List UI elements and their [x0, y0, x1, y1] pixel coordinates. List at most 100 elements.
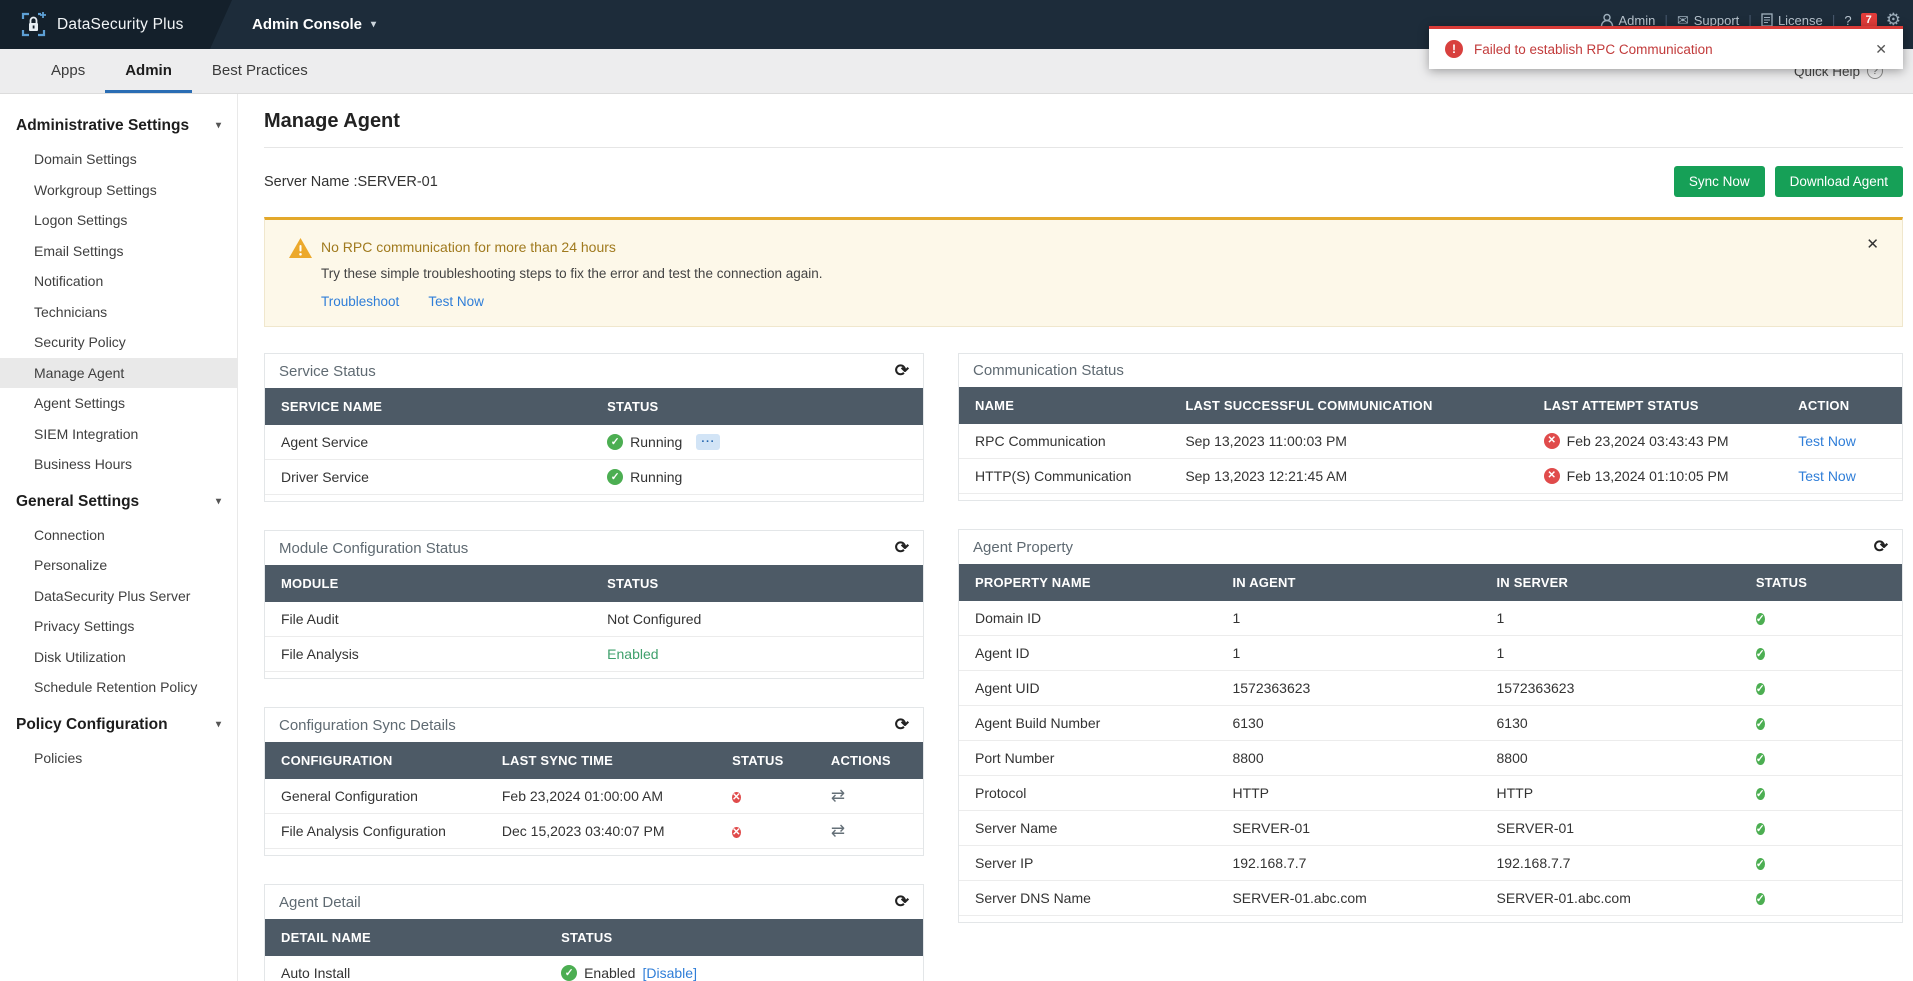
table-header: NAME LAST SUCCESSFUL COMMUNICATION LAST …	[959, 387, 1902, 424]
console-switcher[interactable]: Admin Console ▾	[252, 0, 376, 49]
sidebar-item-security-policy[interactable]: Security Policy	[34, 334, 126, 350]
table-header: SERVICE NAME STATUS	[265, 388, 923, 425]
table-row: File Analysis Configuration Dec 15,2023 …	[265, 814, 923, 849]
sidebar-item-technicians[interactable]: Technicians	[34, 303, 108, 320]
refresh-icon[interactable]: ⟳	[894, 892, 909, 911]
server-name-value: SERVER-01	[357, 173, 438, 190]
sidebar-item-schedule-retention-policy[interactable]: Schedule Retention Policy	[34, 679, 198, 695]
sidebar-item-domain-settings[interactable]: Domain Settings	[34, 151, 137, 167]
rpc-warning-banner: No RPC communication for more than 24 ho…	[264, 217, 1903, 327]
communication-status-card: Communication Status NAME LAST SUCCESSFU…	[958, 353, 1903, 501]
check-icon: ✓	[1755, 718, 1765, 730]
table-row: HTTP(S) Communication Sep 13,2023 12:21:…	[959, 459, 1902, 494]
banner-test-now-link[interactable]: Test Now	[428, 294, 484, 309]
question-icon: ?	[1844, 12, 1852, 28]
refresh-icon[interactable]: ⟳	[1873, 537, 1888, 556]
sidebar-item-policies[interactable]: Policies	[34, 749, 83, 766]
table-row: Agent Service ✓ Running ···	[265, 425, 923, 460]
disable-link[interactable]: [Disable]	[642, 965, 697, 981]
check-icon: ✓	[561, 965, 578, 981]
sidebar-item-privacy-settings[interactable]: Privacy Settings	[34, 618, 135, 634]
sync-arrows-icon[interactable]: ⇄	[830, 786, 846, 805]
more-actions-button[interactable]: ···	[696, 434, 721, 450]
table-row: Protocol HTTP HTTP ✓	[959, 776, 1902, 811]
cross-icon: ✕	[732, 826, 741, 838]
sidebar-item-personalize[interactable]: Personalize	[34, 557, 108, 573]
sidebar-item-agent-settings[interactable]: Agent Settings	[34, 395, 126, 411]
license-icon	[1761, 13, 1773, 27]
card-title: Service Status	[279, 362, 376, 380]
tab-best-practices[interactable]: Best Practices	[211, 62, 308, 79]
check-icon: ✓	[1755, 893, 1765, 905]
product-name: DataSecurity Plus	[57, 15, 184, 33]
table-row: RPC Communication Sep 13,2023 11:00:03 P…	[959, 424, 1902, 459]
cross-icon: ✕	[1543, 433, 1560, 449]
header-admin-link[interactable]: Admin	[1600, 13, 1655, 28]
table-header: CONFIGURATION LAST SYNC TIME STATUS ACTI…	[265, 742, 923, 779]
test-now-link[interactable]: Test Now	[1798, 433, 1856, 449]
table-row: General Configuration Feb 23,2024 01:00:…	[265, 779, 923, 814]
table-header: MODULE STATUS	[265, 565, 923, 602]
page-title: Manage Agent	[264, 110, 1903, 148]
sidebar-item-business-hours[interactable]: Business Hours	[34, 456, 133, 472]
product-logo-block: DataSecurity Plus	[0, 0, 232, 49]
sync-now-button[interactable]: Sync Now	[1673, 166, 1765, 197]
error-icon: !	[1445, 40, 1463, 58]
check-icon: ✓	[1755, 648, 1765, 660]
troubleshoot-link[interactable]: Troubleshoot	[321, 294, 400, 309]
sidebar-section-general-settings[interactable]: General Settings ▾	[16, 492, 221, 510]
agent-property-card: Agent Property ⟳ PROPERTY NAME IN AGENT …	[958, 529, 1903, 923]
table-row: Domain ID 1 1 ✓	[959, 601, 1902, 636]
table-row: Server IP 192.168.7.7 192.168.7.7 ✓	[959, 846, 1902, 881]
table-row: Agent ID 1 1 ✓	[959, 636, 1902, 671]
sidebar-item-siem-integration[interactable]: SIEM Integration	[34, 425, 139, 442]
sidebar-item-workgroup-settings[interactable]: Workgroup Settings	[34, 181, 157, 198]
table-row: Agent Build Number 6130 6130 ✓	[959, 706, 1902, 741]
table-row: Driver Service ✓ Running	[265, 460, 923, 495]
chevron-down-icon: ▾	[215, 718, 221, 730]
banner-title: No RPC communication for more than 24 ho…	[321, 239, 616, 255]
header-help-link[interactable]: ?	[1844, 13, 1851, 28]
sidebar-item-manage-agent[interactable]: Manage Agent	[0, 357, 237, 388]
card-title: Configuration Sync Details	[279, 716, 456, 734]
toast-close-icon[interactable]: ✕	[1875, 40, 1887, 57]
download-agent-button[interactable]: Download Agent	[1774, 166, 1903, 197]
gear-icon[interactable]: ⚙	[1885, 10, 1901, 29]
server-meta-row: Server Name :SERVER-01 Sync Now Download…	[264, 166, 1903, 197]
banner-close-icon[interactable]: ✕	[1866, 236, 1879, 253]
card-title: Module Configuration Status	[279, 539, 469, 557]
sidebar-item-logon-settings[interactable]: Logon Settings	[34, 212, 128, 228]
sidebar-section-policy-configuration[interactable]: Policy Configuration ▾	[16, 715, 221, 733]
toast-message: Failed to establish RPC Communication	[1474, 41, 1713, 57]
header-support-link[interactable]: ✉ Support	[1677, 11, 1740, 28]
table-row: Auto Install ✓ Enabled [Disable]	[265, 956, 923, 981]
refresh-icon[interactable]: ⟳	[894, 538, 909, 557]
cross-icon: ✕	[732, 791, 741, 803]
table-row: File Audit Not Configured	[265, 602, 923, 637]
check-icon: ✓	[1755, 753, 1765, 765]
configuration-sync-card: Configuration Sync Details ⟳ CONFIGURATI…	[264, 707, 924, 856]
table-row: Server DNS Name SERVER-01.abc.com SERVER…	[959, 881, 1902, 916]
header-license-link[interactable]: License	[1761, 13, 1823, 28]
card-title: Communication Status	[973, 362, 1124, 379]
check-icon: ✓	[607, 434, 624, 450]
check-icon: ✓	[1755, 683, 1765, 695]
table-row: Port Number 8800 8800 ✓	[959, 741, 1902, 776]
sidebar-item-email-settings[interactable]: Email Settings	[34, 242, 124, 259]
refresh-icon[interactable]: ⟳	[894, 715, 909, 734]
lock-logo-icon	[20, 11, 47, 38]
sidebar-item-connection[interactable]: Connection	[34, 526, 105, 543]
sidebar-section-administrative-settings[interactable]: Administrative Settings ▾	[16, 117, 221, 134]
notification-badge[interactable]: 7	[1860, 13, 1877, 27]
sidebar-item-datasecurity-plus-server[interactable]: DataSecurity Plus Server	[34, 587, 191, 604]
sidebar-item-disk-utilization[interactable]: Disk Utilization	[34, 648, 126, 665]
sidebar-item-notification[interactable]: Notification	[34, 273, 104, 289]
refresh-icon[interactable]: ⟳	[894, 361, 909, 380]
tab-apps[interactable]: Apps	[51, 62, 86, 79]
chevron-down-icon: ▾	[215, 495, 221, 507]
sync-arrows-icon[interactable]: ⇄	[830, 821, 846, 840]
settings-sidebar: Administrative Settings ▾ Domain Setting…	[0, 94, 238, 981]
person-icon	[1600, 13, 1613, 27]
test-now-link[interactable]: Test Now	[1798, 468, 1856, 484]
tab-admin[interactable]: Admin	[105, 49, 192, 93]
